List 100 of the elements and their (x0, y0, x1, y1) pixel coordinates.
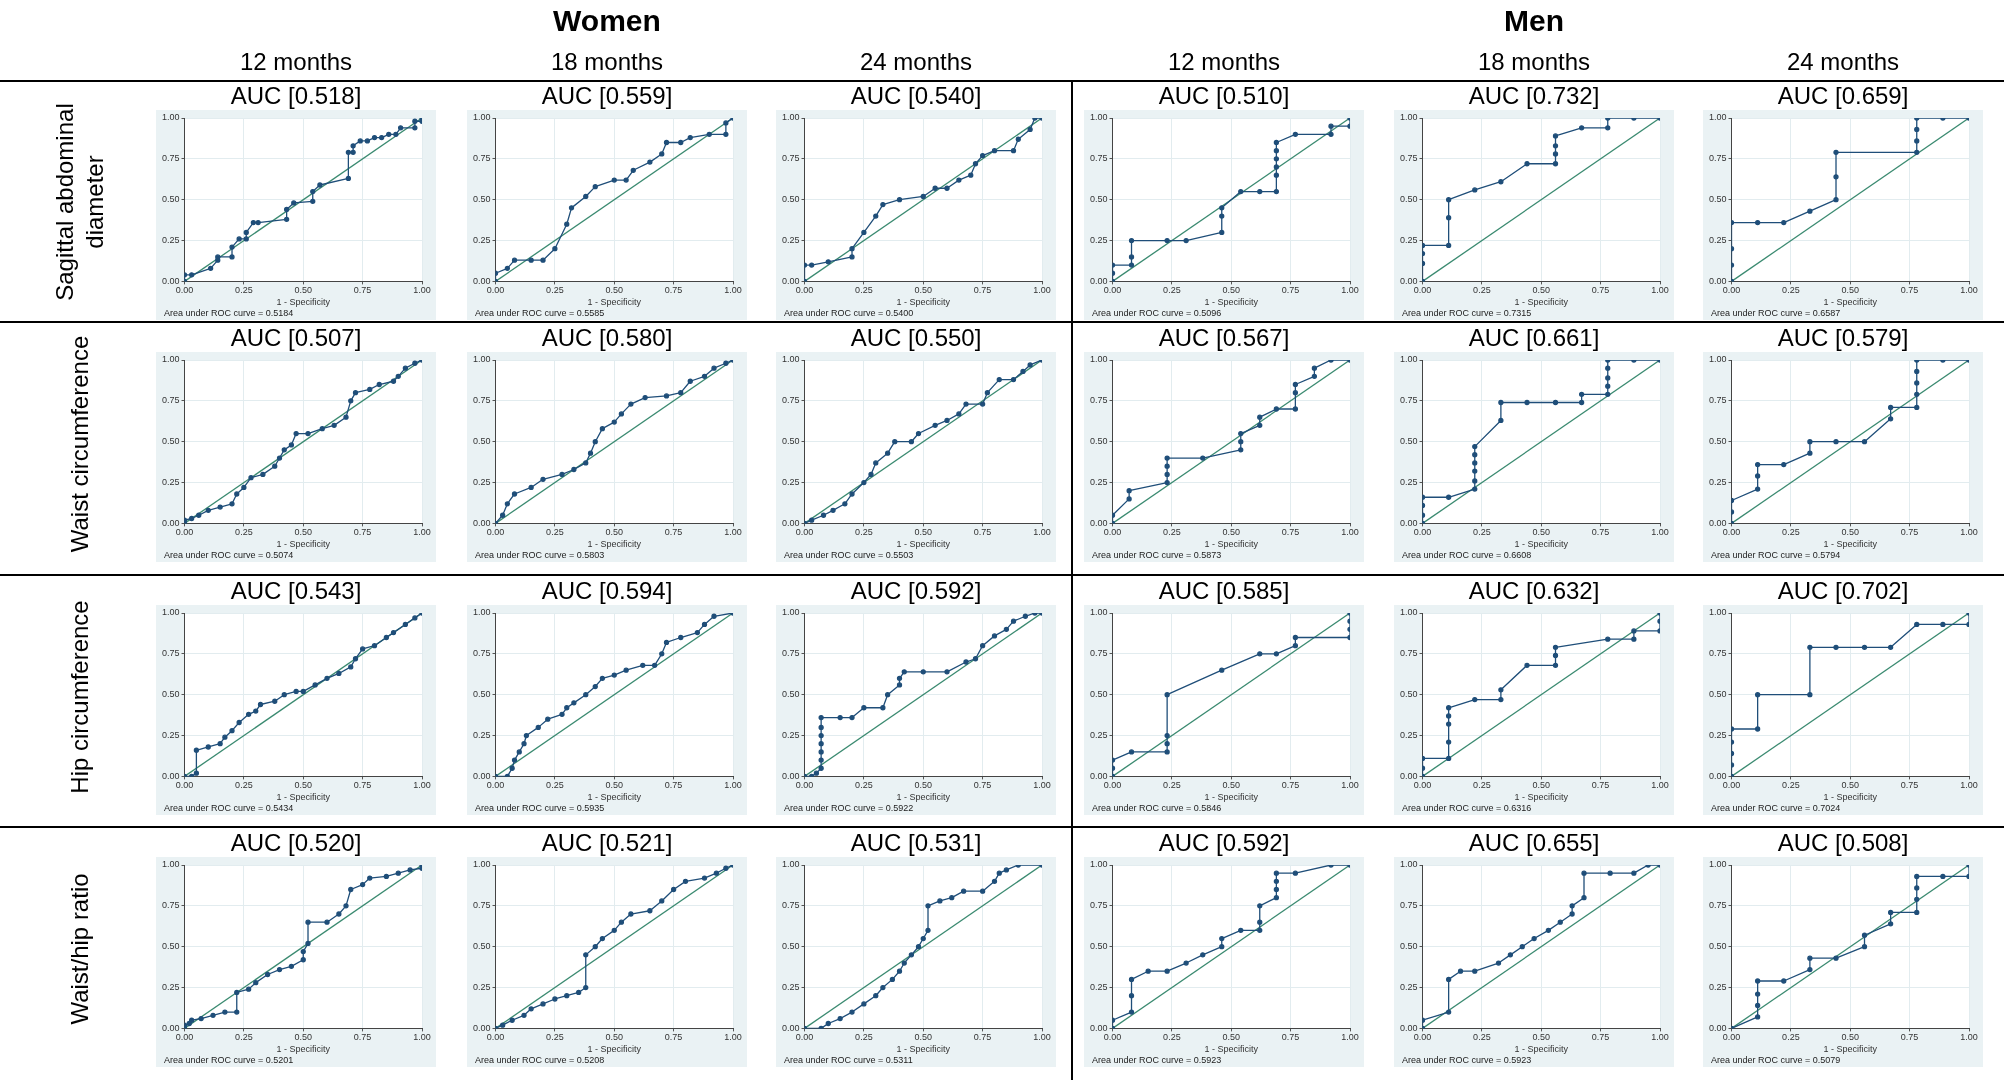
chart-title: AUC [0.585] (1157, 577, 1291, 605)
text: Sagittal abdominal diameter (50, 102, 109, 303)
x-tick-label: 0.75 (1281, 780, 1300, 791)
y-tick-label: 0.50 (1708, 194, 1727, 205)
x-tick-label: 0.75 (1900, 780, 1919, 791)
x-tick-label: 1.00 (724, 285, 742, 296)
x-tick-label: 0.75 (353, 1032, 372, 1043)
x-tick-label: 0.75 (973, 285, 992, 296)
y-tick-label: 0.00 (1089, 275, 1108, 286)
y-tick-label: 0.00 (1399, 770, 1418, 781)
chart-title: AUC [0.592] (1157, 829, 1291, 857)
text: Area under ROC curve = 0.5503 (784, 549, 914, 560)
x-tick-label: 0.00 (1103, 780, 1122, 791)
y-tick-label: 1.00 (781, 354, 800, 365)
text: Area under ROC curve = 0.5079 (1711, 1054, 1841, 1065)
y-tick-label: 0.75 (781, 648, 800, 659)
y-tick-label: 0.50 (161, 436, 180, 447)
x-axis-title: 1 - Specificity (587, 297, 642, 308)
x-axis-title: 1 - Specificity (276, 792, 331, 803)
y-tick-label: 0.75 (1399, 648, 1418, 659)
x-tick-label: 0.00 (795, 780, 814, 791)
x-tick-label: 0.50 (294, 527, 313, 538)
x-tick-label: 0.75 (973, 1032, 992, 1043)
text: Area under ROC curve = 0.6316 (1402, 802, 1532, 813)
x-tick-label: 0.00 (1413, 1032, 1432, 1043)
x-tick-label: 0.00 (1413, 285, 1432, 296)
chart-title: AUC [0.543] (229, 577, 363, 605)
y-tick-label: 0.25 (1399, 235, 1418, 246)
y-tick-label: 0.25 (1399, 982, 1418, 993)
y-tick-label: 0.50 (781, 689, 800, 700)
y-tick-label: 0.75 (1089, 900, 1108, 911)
y-tick-label: 0.25 (1089, 235, 1108, 246)
x-tick-label: 0.50 (914, 1032, 933, 1043)
chart-title: AUC [0.567] (1157, 324, 1291, 352)
x-tick-label: 0.75 (1281, 527, 1300, 538)
y-tick-label: 0.25 (781, 477, 800, 488)
chart-title: AUC [0.594] (540, 577, 674, 605)
chart-title: AUC [0.659] (1776, 82, 1910, 110)
text: 12 months (1166, 48, 1282, 76)
x-tick-label: 0.25 (235, 285, 253, 296)
text: Area under ROC curve = 0.5074 (164, 549, 294, 560)
y-tick-label: 0.75 (472, 648, 491, 659)
x-tick-label: 0.50 (1841, 780, 1860, 791)
x-axis-title: 1 - Specificity (1823, 297, 1878, 308)
x-axis-title: 1 - Specificity (1823, 539, 1878, 550)
y-tick-label: 0.25 (1089, 982, 1108, 993)
chart-title: AUC [0.521] (540, 829, 674, 857)
x-axis-title: 1 - Specificity (1514, 297, 1569, 308)
x-tick-label: 0.00 (1103, 285, 1122, 296)
x-tick-label: 1.00 (724, 527, 742, 538)
x-tick-label: 0.50 (605, 780, 624, 791)
x-tick-label: 0.00 (175, 780, 194, 791)
x-tick-label: 0.00 (1722, 1032, 1741, 1043)
y-tick-label: 0.25 (1708, 477, 1727, 488)
y-tick-label: 0.75 (1089, 395, 1108, 406)
x-tick-label: 0.00 (1413, 527, 1432, 538)
chart-title: AUC [0.632] (1467, 577, 1601, 605)
y-tick-label: 1.00 (1708, 859, 1727, 870)
x-tick-label: 1.00 (1960, 780, 1978, 791)
x-axis-title: 1 - Specificity (1514, 1044, 1569, 1055)
text: 18 months (1476, 48, 1592, 76)
y-tick-label: 0.25 (161, 477, 180, 488)
x-tick-label: 0.50 (605, 285, 624, 296)
x-tick-label: 1.00 (1651, 780, 1669, 791)
y-tick-label: 1.00 (1089, 354, 1108, 365)
y-tick-label: 0.00 (472, 770, 491, 781)
x-tick-label: 0.25 (1163, 780, 1181, 791)
y-tick-label: 1.00 (472, 859, 491, 870)
x-tick-label: 0.50 (914, 780, 933, 791)
x-tick-label: 0.75 (1900, 1032, 1919, 1043)
x-tick-label: 0.50 (605, 527, 624, 538)
chart-title: AUC [0.518] (229, 82, 363, 110)
x-tick-label: 0.75 (664, 780, 683, 791)
x-axis-title: 1 - Specificity (896, 792, 951, 803)
y-tick-label: 0.50 (1399, 436, 1418, 447)
x-tick-label: 0.00 (175, 1032, 194, 1043)
x-tick-label: 0.75 (664, 285, 683, 296)
x-tick-label: 1.00 (413, 780, 431, 791)
y-tick-label: 0.00 (1089, 770, 1108, 781)
y-tick-label: 0.00 (1708, 517, 1727, 528)
text: Women (552, 4, 662, 38)
x-tick-label: 1.00 (1033, 285, 1051, 296)
x-tick-label: 0.50 (1222, 780, 1241, 791)
x-tick-label: 0.25 (546, 285, 564, 296)
x-tick-label: 0.25 (855, 285, 873, 296)
x-tick-label: 0.25 (1782, 285, 1800, 296)
x-tick-label: 0.25 (1473, 780, 1491, 791)
y-tick-label: 1.00 (1399, 859, 1418, 870)
text: Area under ROC curve = 0.5208 (475, 1054, 605, 1065)
y-tick-label: 0.00 (1708, 275, 1727, 286)
y-tick-label: 0.25 (472, 477, 491, 488)
y-tick-label: 0.50 (1399, 194, 1418, 205)
x-axis-title: 1 - Specificity (587, 539, 642, 550)
x-tick-label: 0.00 (1103, 527, 1122, 538)
x-tick-label: 0.50 (1532, 780, 1551, 791)
y-tick-label: 0.25 (161, 730, 180, 741)
text: Area under ROC curve = 0.5846 (1092, 802, 1222, 813)
y-tick-label: 0.25 (1708, 730, 1727, 741)
text: Area under ROC curve = 0.5096 (1092, 307, 1222, 318)
x-tick-label: 0.00 (1103, 1032, 1122, 1043)
